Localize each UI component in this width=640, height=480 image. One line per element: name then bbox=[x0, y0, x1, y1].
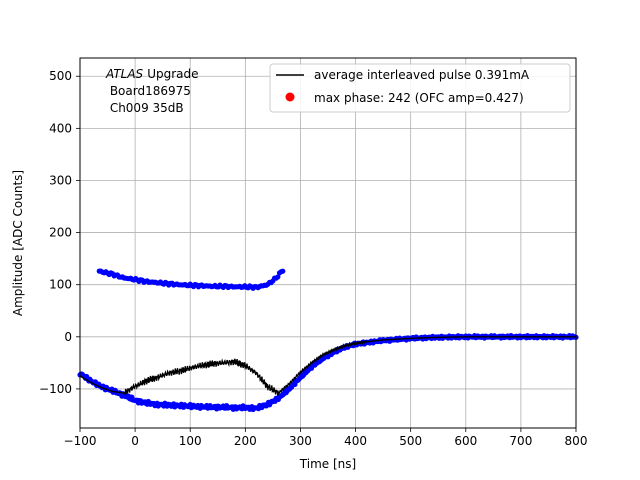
x-tick-label: 0 bbox=[131, 434, 139, 448]
upper-sample-point bbox=[275, 274, 281, 280]
x-tick-label: 600 bbox=[454, 434, 477, 448]
y-tick-label: 200 bbox=[49, 226, 72, 240]
average-pulse-line bbox=[79, 336, 576, 397]
legend-box bbox=[269, 63, 571, 113]
y-tick-label: 500 bbox=[49, 69, 72, 83]
annotation-italic: ATLAS bbox=[105, 67, 144, 81]
annotation-word: Upgrade bbox=[147, 67, 198, 81]
legend: average interleaved pulse 0.391mA max ph… bbox=[269, 63, 571, 113]
upper-sample-point bbox=[280, 268, 286, 274]
x-tick-label: 700 bbox=[509, 434, 532, 448]
series-layer bbox=[77, 268, 579, 413]
y-tick-label: 300 bbox=[49, 173, 72, 187]
x-tick-label: 500 bbox=[399, 434, 422, 448]
x-tick-label: 200 bbox=[234, 434, 257, 448]
atlas-annotation: ATLAS Upgrade Board186975 Ch009 35dB bbox=[105, 67, 199, 115]
y-tick-label: 0 bbox=[64, 330, 72, 344]
y-axis-label: Amplitude [ADC Counts] bbox=[11, 170, 25, 316]
x-tick-label: 300 bbox=[289, 434, 312, 448]
x-tick-label: −100 bbox=[64, 434, 97, 448]
x-axis-label: Time [ns] bbox=[299, 457, 356, 471]
y-tick-label: 400 bbox=[49, 121, 72, 135]
y-tick-label: −100 bbox=[39, 382, 72, 396]
x-tick-label: 800 bbox=[565, 434, 588, 448]
annotation-line2: Board186975 bbox=[106, 84, 191, 98]
legend-entry-average-pulse: average interleaved pulse 0.391mA bbox=[314, 68, 530, 82]
y-tick-label: 100 bbox=[49, 278, 72, 292]
x-tick-label: 100 bbox=[179, 434, 202, 448]
ticks: −100 0 100 200 300 400 500 600 700 800 −100 0 100 200… bbox=[39, 69, 587, 448]
plot-frame bbox=[79, 57, 577, 429]
legend-red-marker bbox=[285, 92, 295, 102]
x-tick-label: 400 bbox=[344, 434, 367, 448]
legend-entry-max-phase: max phase: 242 (OFC amp=0.427) bbox=[314, 91, 524, 105]
annotation-line3: Ch009 35dB bbox=[106, 101, 184, 115]
